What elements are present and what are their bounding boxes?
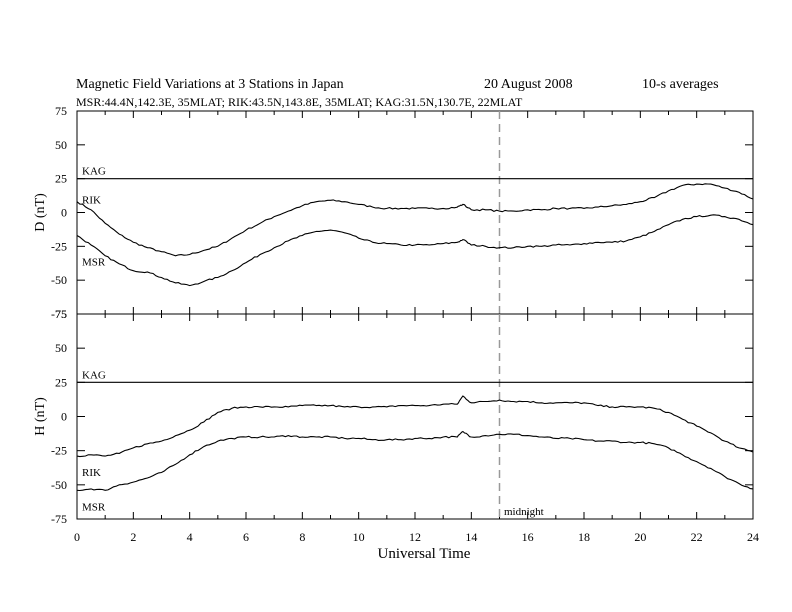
d-component-panel: 75 50 25 0 -25 -50 -75 D (nT) KAG RIK MSR xyxy=(33,104,754,321)
d-panel-frame xyxy=(76,110,754,315)
x-tick-label: 6 xyxy=(243,530,249,544)
h-y-axis-label: H (nT) xyxy=(33,397,48,436)
x-tick-label: 0 xyxy=(74,530,80,544)
x-tick-label: 14 xyxy=(465,530,477,544)
d-y-axis-label: D (nT) xyxy=(33,193,48,232)
d-ytick-label: 75 xyxy=(55,104,67,118)
x-tick-label: 18 xyxy=(578,530,590,544)
h-ytick-label: 0 xyxy=(61,410,67,424)
h-ytick-label: 75 xyxy=(55,307,67,321)
x-tick-label: 12 xyxy=(409,530,421,544)
x-tick-label: 2 xyxy=(130,530,136,544)
d-ytick-label: 50 xyxy=(55,138,67,152)
d-series-rik xyxy=(76,183,754,257)
h-series-rik xyxy=(76,395,754,458)
d-ytick-label: -75 xyxy=(51,307,67,321)
h-series-label-rik: RIK xyxy=(82,467,101,479)
d-ytick-label: -50 xyxy=(51,273,67,287)
h-series-label-msr: MSR xyxy=(82,501,106,513)
h-series-label-kag: KAG xyxy=(82,369,106,381)
d-ytick-label: 25 xyxy=(55,172,67,186)
x-tick-label: 8 xyxy=(299,530,305,544)
midnight-label: midnight xyxy=(504,506,544,518)
h-panel-frame xyxy=(76,313,754,520)
x-tick-label: 20 xyxy=(634,530,646,544)
x-tick-label: 4 xyxy=(187,530,193,544)
d-series-label-rik: RIK xyxy=(82,195,101,207)
d-series-label-msr: MSR xyxy=(82,257,106,269)
h-ytick-label: 50 xyxy=(55,341,67,355)
x-tick-label: 22 xyxy=(691,530,703,544)
chart-averaging: 10-s averages xyxy=(642,77,719,92)
h-ytick-label: 25 xyxy=(55,375,67,389)
chart-title: Magnetic Field Variations at 3 Stations … xyxy=(76,77,344,92)
x-tick-label: 16 xyxy=(522,530,534,544)
h-ytick-label: -50 xyxy=(51,478,67,492)
d-series-label-kag: KAG xyxy=(82,166,106,178)
d-ytick-label: -25 xyxy=(51,239,67,253)
h-ytick-label: -25 xyxy=(51,444,67,458)
stations-info: MSR:44.4N,142.3E, 35MLAT; RIK:43.5N,143.… xyxy=(76,95,523,109)
d-ytick-label: 0 xyxy=(61,206,67,220)
h-series-msr xyxy=(76,430,754,492)
x-tick-label: 10 xyxy=(353,530,365,544)
x-tick-label: 24 xyxy=(747,530,759,544)
x-axis-label: Universal Time xyxy=(378,546,471,562)
d-series-msr xyxy=(76,214,754,287)
h-ytick-label: -75 xyxy=(51,512,67,526)
chart-date: 20 August 2008 xyxy=(484,77,573,92)
